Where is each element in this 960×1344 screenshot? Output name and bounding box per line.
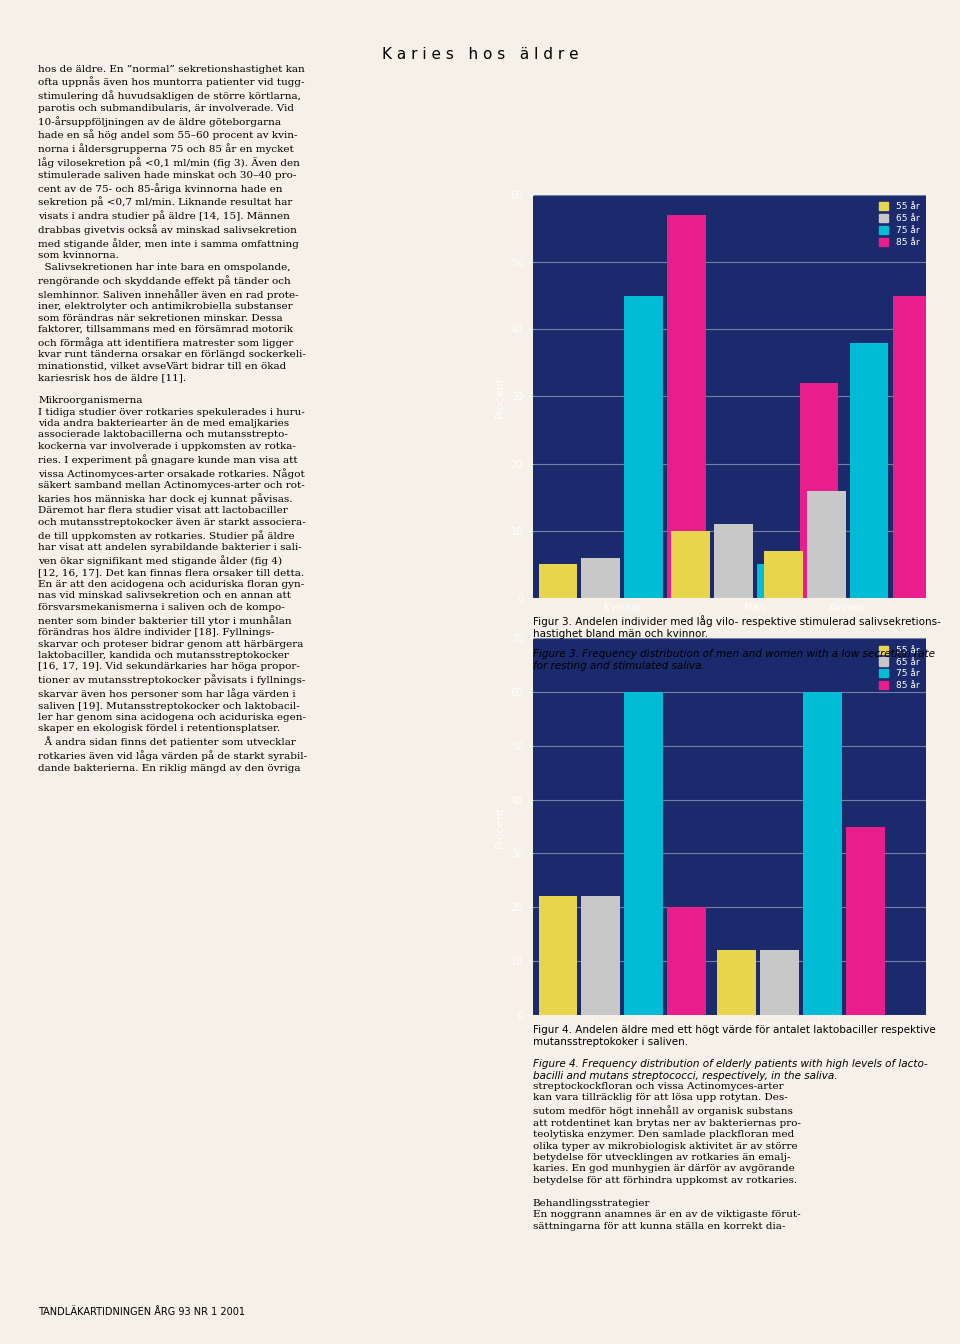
Bar (539, 564, 577, 598)
Y-axis label: Procent: Procent (495, 375, 505, 418)
Bar (760, 950, 799, 1015)
Legend: 55 år, 65 år, 75 år, 85 år: 55 år, 65 år, 75 år, 85 år (876, 642, 922, 694)
Bar (850, 343, 888, 598)
Bar (804, 692, 842, 1015)
Bar (667, 907, 706, 1015)
Bar (671, 531, 709, 598)
Bar (582, 896, 620, 1015)
Bar (756, 564, 796, 598)
Bar (717, 950, 756, 1015)
Bar (807, 491, 846, 598)
Bar (714, 524, 753, 598)
Text: streptockockfloran och vissa Actinomyces-arter
kan vara tillräcklig för att lösa: streptockockfloran och vissa Actinomyces… (533, 1082, 801, 1231)
Text: TANDLÄKARTIDNINGEN ÅRG 93 NR 1 2001: TANDLÄKARTIDNINGEN ÅRG 93 NR 1 2001 (38, 1308, 246, 1317)
Bar (800, 383, 838, 598)
Bar (539, 896, 577, 1015)
Text: Figur 3. Andelen individer med låg vilo- respektive stimulerad salivsekretions-
: Figur 3. Andelen individer med låg vilo-… (533, 616, 941, 638)
Bar (764, 551, 803, 598)
Bar (847, 827, 885, 1015)
Text: hos de äldre. En ”normal” sekretionshastighet kan
ofta uppnås även hos muntorra : hos de äldre. En ”normal” sekretionshast… (38, 65, 307, 773)
Y-axis label: Procent: Procent (495, 805, 505, 848)
Text: K a r i e s   h o s   ä l d r e: K a r i e s h o s ä l d r e (382, 47, 578, 62)
Bar (624, 692, 663, 1015)
Bar (582, 558, 620, 598)
Bar (893, 296, 931, 598)
Legend: 55 år, 65 år, 75 år, 85 år: 55 år, 65 år, 75 år, 85 år (876, 199, 922, 250)
Text: Figur 4. Andelen äldre med ett högt värde för antalet laktobaciller respektive
m: Figur 4. Andelen äldre med ett högt värd… (533, 1025, 936, 1047)
Text: Figure 3. Frequency distribution of men and women with a low secretion rate
for : Figure 3. Frequency distribution of men … (533, 649, 935, 671)
Bar (624, 296, 663, 598)
Bar (667, 215, 706, 598)
Text: Figure 4. Frequency distribution of elderly patients with high levels of lacto-
: Figure 4. Frequency distribution of elde… (533, 1059, 927, 1081)
